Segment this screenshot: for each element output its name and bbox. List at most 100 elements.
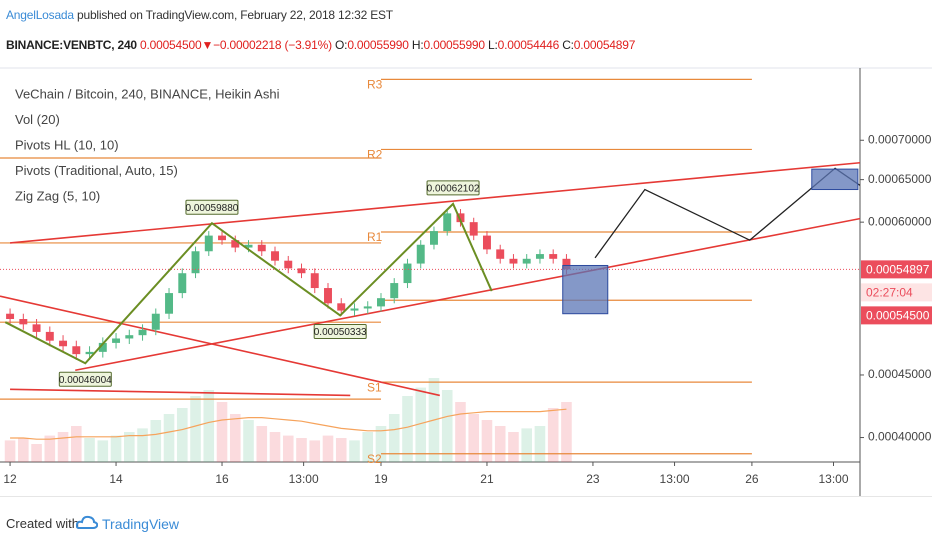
- candle-body: [112, 338, 121, 343]
- candle-body: [19, 319, 28, 325]
- candle-body: [151, 313, 160, 330]
- volume-bar: [123, 432, 135, 462]
- zigzag: [4, 202, 493, 365]
- candle-body: [430, 231, 438, 245]
- x-tick-label: 12: [3, 472, 17, 486]
- volume-bar: [309, 440, 321, 462]
- countdown: 02:27:04: [866, 286, 913, 300]
- legend-line: Pivots (Traditional, Auto, 15): [15, 163, 178, 178]
- volume-bar: [547, 408, 559, 462]
- volume-bar: [481, 420, 493, 462]
- author[interactable]: AngelLosada: [6, 8, 74, 22]
- zigzag-label: 0.00046004: [59, 375, 112, 386]
- candle-body: [231, 240, 240, 248]
- candle-body: [390, 283, 399, 299]
- trendline: [75, 217, 860, 372]
- candle-body: [271, 251, 279, 261]
- ohlc-label: H:: [411, 38, 424, 52]
- volume-bar: [4, 440, 16, 462]
- volume-bar: [561, 402, 572, 462]
- volume-bar: [176, 408, 188, 462]
- x-tick-label: 26: [745, 472, 759, 486]
- ohlc-value: 0.00054897: [573, 38, 636, 52]
- y-tick-label: 0.00045000: [868, 367, 932, 381]
- volume-ma: [10, 408, 567, 440]
- legend-line: Vol (20): [15, 112, 60, 127]
- volume-bar: [508, 432, 519, 462]
- x-tick-label: 13:00: [818, 472, 848, 486]
- candle-body: [244, 244, 253, 248]
- candle-body: [165, 293, 174, 314]
- candle-body: [522, 258, 531, 264]
- change-arrow: ▼: [201, 38, 214, 52]
- zigzag-label-box: [58, 371, 112, 387]
- candle-body: [257, 244, 266, 252]
- x-tick-label: 16: [215, 472, 229, 486]
- change: −0.00002218 (−3.91%): [213, 38, 332, 52]
- target-box: [562, 264, 609, 315]
- candle-body: [191, 251, 200, 274]
- volume-bar: [203, 390, 215, 462]
- ohlc-value: 0.00055990: [347, 38, 409, 52]
- volume-bar: [415, 387, 427, 462]
- legend-line: VeChain / Bitcoin, 240, BINANCE, Heikin …: [15, 86, 280, 101]
- candle-body: [297, 268, 306, 274]
- volume-bar: [44, 435, 56, 462]
- candle-body: [324, 288, 332, 304]
- logo: [76, 515, 98, 529]
- candle-body: [178, 273, 187, 294]
- volume-bar: [534, 426, 546, 462]
- candle-body: [337, 303, 346, 311]
- price-tag-box: [861, 260, 932, 279]
- pivot-label: R1: [367, 230, 383, 244]
- pivot-label: R3: [367, 78, 383, 92]
- y-tick-label: 0.00070000: [868, 132, 932, 146]
- candle-body: [138, 329, 147, 336]
- candle-body: [443, 213, 452, 232]
- y-tick-label: 0.00060000: [868, 214, 932, 228]
- trendline: [9, 161, 860, 244]
- candle-body: [496, 249, 505, 259]
- candle-body: [45, 331, 54, 341]
- candle-body: [416, 244, 425, 264]
- x-tick-label: 23: [586, 472, 600, 486]
- candle-body: [377, 298, 385, 307]
- volume-bar: [110, 435, 122, 462]
- zigzag-label: 0.00059880: [186, 203, 239, 214]
- volume-bar: [163, 414, 175, 462]
- brand[interactable]: TradingView: [102, 516, 180, 532]
- symbol-line: BINANCE:VENBTC, 240 0.00054500▼−0.000022…: [6, 38, 635, 52]
- volume-bar: [521, 428, 533, 462]
- price-tag: 0.00054897: [866, 263, 930, 277]
- candle-body: [310, 273, 319, 289]
- x-tick-label: 19: [374, 472, 388, 486]
- published: published on TradingView.com, February 2…: [77, 8, 393, 22]
- volume-bar: [402, 396, 413, 462]
- volume-bar: [31, 444, 42, 462]
- candle-body: [469, 222, 478, 236]
- volume-bar: [441, 390, 453, 462]
- x-tick-label: 21: [480, 472, 494, 486]
- publish-line: AngelLosada published on TradingView.com…: [6, 8, 393, 22]
- candle-body: [125, 335, 134, 339]
- volume-bar: [229, 414, 241, 462]
- y-tick-label: 0.00040000: [868, 430, 932, 444]
- candle-body: [363, 306, 372, 309]
- volume-bar: [84, 438, 95, 462]
- legend-line: Pivots HL (10, 10): [15, 137, 119, 152]
- volume-bar: [296, 438, 307, 462]
- volume-bar: [269, 432, 281, 462]
- volume-bar: [388, 414, 400, 462]
- footer: Created with TradingView: [0, 496, 932, 551]
- candle-body: [549, 254, 558, 259]
- symbol: BINANCE:VENBTC, 240: [6, 38, 137, 52]
- candle-body: [562, 258, 571, 270]
- candle-body: [32, 324, 41, 332]
- volume-bar: [256, 426, 268, 462]
- price-tag: 0.00054500: [866, 309, 930, 323]
- ohlc-label: O:: [335, 38, 348, 52]
- volume-bar: [57, 432, 69, 462]
- plot-area: [0, 78, 860, 462]
- ohlc-label: L:: [488, 38, 498, 52]
